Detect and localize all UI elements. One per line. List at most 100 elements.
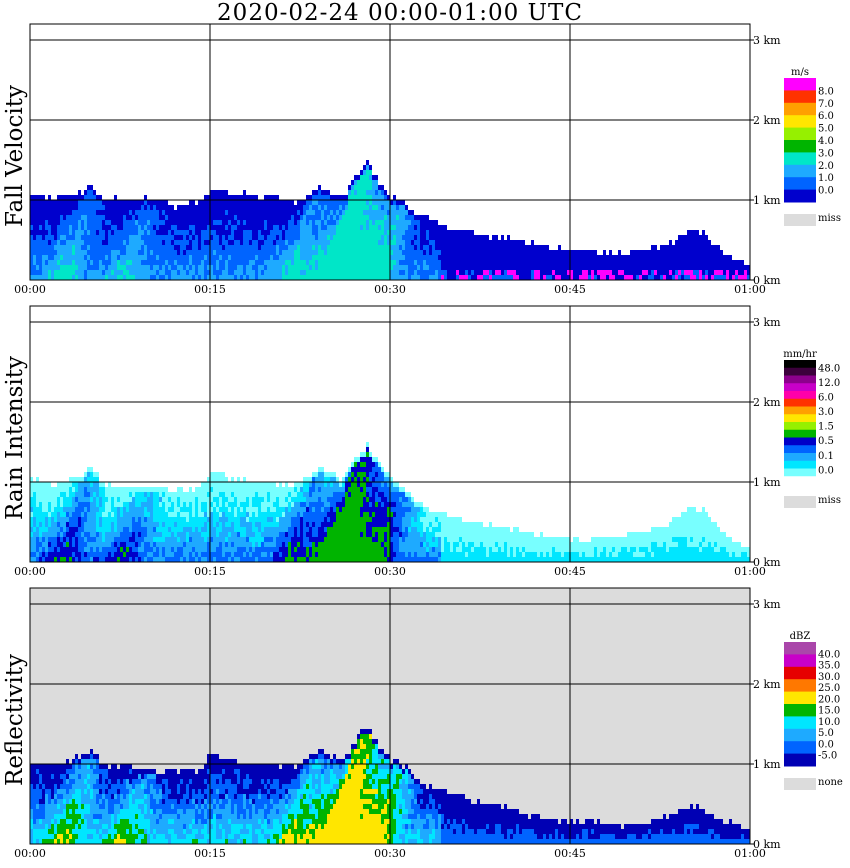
echo-cell [456, 265, 459, 270]
echo-cell [720, 250, 723, 255]
echo-cell [621, 270, 624, 275]
echo-cell [330, 497, 333, 502]
echo-cell [312, 522, 315, 527]
echo-cell [495, 255, 498, 260]
echo-cell [369, 512, 372, 517]
echo-cell [348, 522, 351, 527]
echo-cell [246, 517, 249, 522]
echo-cell [108, 240, 111, 245]
echo-cell [159, 547, 162, 552]
echo-cell [684, 260, 687, 265]
echo-cell [195, 210, 198, 215]
echo-cell [261, 260, 264, 265]
echo-cell [81, 205, 84, 210]
echo-cell [207, 537, 210, 542]
echo-cell [234, 552, 237, 557]
echo-cell [129, 497, 132, 502]
echo-cell [264, 265, 267, 270]
echo-cell [180, 537, 183, 542]
echo-cell [399, 210, 402, 215]
echo-cell [645, 250, 648, 255]
echo-cell [225, 275, 228, 280]
echo-cell [87, 195, 90, 200]
echo-cell [180, 542, 183, 547]
echo-cell [117, 547, 120, 552]
echo-cell [588, 270, 591, 275]
echo-cell [48, 195, 51, 200]
echo-cell [327, 542, 330, 547]
echo-cell [315, 517, 318, 522]
echo-cell [288, 502, 291, 507]
echo-cell [252, 487, 255, 492]
echo-cell [42, 502, 45, 507]
echo-cell [153, 487, 156, 492]
echo-cell [195, 522, 198, 527]
echo-cell [309, 270, 312, 275]
echo-cell [387, 210, 390, 215]
echo-cell [414, 265, 417, 270]
colorbar-swatch [784, 164, 816, 178]
echo-cell [300, 200, 303, 205]
echo-cell [366, 452, 369, 457]
echo-cell [255, 497, 258, 502]
echo-cell [249, 195, 252, 200]
echo-cell [75, 527, 78, 532]
echo-cell [486, 250, 489, 255]
echo-cell [540, 245, 543, 250]
echo-cell [318, 270, 321, 275]
echo-cell [78, 255, 81, 260]
echo-cell [405, 220, 408, 225]
echo-cell [141, 215, 144, 220]
time-tick-label: 00:00 [14, 283, 46, 296]
echo-cell [201, 497, 204, 502]
echo-cell [315, 210, 318, 215]
echo-cell [591, 255, 594, 260]
echo-cell [462, 235, 465, 240]
echo-cell [393, 270, 396, 275]
echo-cell [222, 517, 225, 522]
echo-cell [309, 527, 312, 532]
echo-cell [354, 190, 357, 195]
echo-cell [183, 235, 186, 240]
echo-cell [351, 185, 354, 190]
echo-cell [408, 245, 411, 250]
echo-cell [138, 260, 141, 265]
echo-cell [120, 502, 123, 507]
echo-cell [351, 477, 354, 482]
echo-cell [87, 492, 90, 497]
echo-cell [522, 270, 525, 275]
echo-cell [129, 205, 132, 210]
echo-cell [51, 502, 54, 507]
echo-cell [126, 275, 129, 280]
echo-cell [225, 477, 228, 482]
echo-cell [261, 527, 264, 532]
echo-cell [306, 265, 309, 270]
echo-cell [366, 527, 369, 532]
echo-cell [81, 512, 84, 517]
echo-cell [318, 190, 321, 195]
echo-cell [396, 260, 399, 265]
echo-cell [45, 245, 48, 250]
echo-cell [609, 275, 612, 280]
echo-cell [96, 245, 99, 250]
echo-cell [357, 532, 360, 537]
echo-cell [81, 235, 84, 240]
echo-cell [354, 215, 357, 220]
echo-cell [654, 265, 657, 270]
echo-cell [522, 265, 525, 270]
echo-cell [687, 275, 690, 280]
echo-cell [282, 200, 285, 205]
echo-cell [585, 275, 588, 280]
echo-cell [525, 255, 528, 260]
echo-cell [252, 205, 255, 210]
echo-cell [579, 265, 582, 270]
echo-cell [480, 260, 483, 265]
echo-cell [303, 517, 306, 522]
echo-cell [330, 270, 333, 275]
echo-cell [480, 255, 483, 260]
echo-cell [30, 255, 33, 260]
echo-cell [240, 537, 243, 542]
echo-cell [660, 275, 663, 280]
echo-cell [294, 270, 297, 275]
echo-cell [363, 210, 366, 215]
